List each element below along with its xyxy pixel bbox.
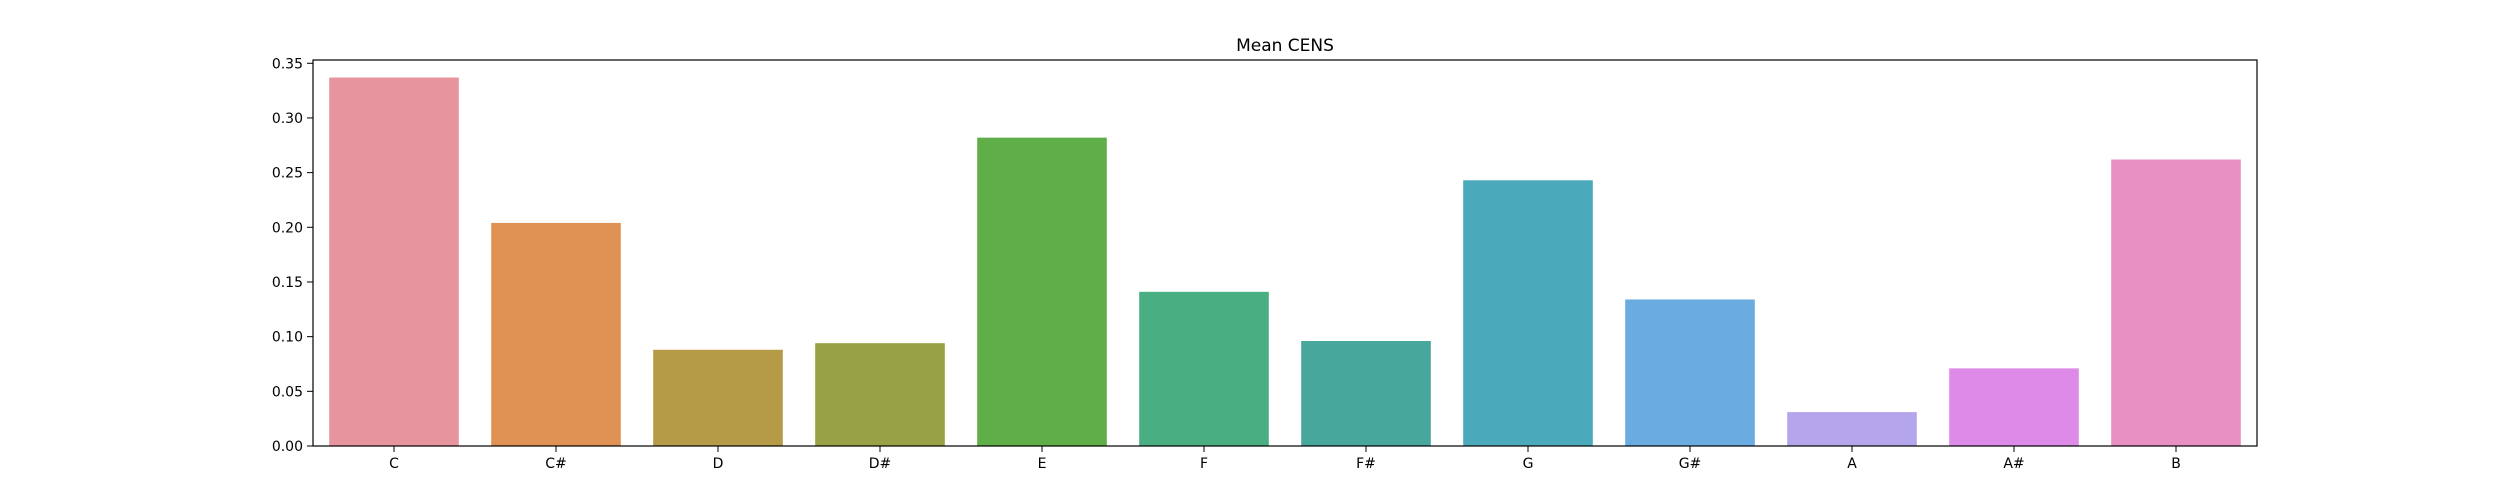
- x-tick-label: D#: [869, 456, 892, 472]
- x-tick-label: D: [713, 456, 724, 472]
- y-tick-label: 0.05: [272, 384, 303, 400]
- x-tick-label: B: [2171, 456, 2181, 472]
- x-tick-label: E: [1038, 456, 1047, 472]
- bar-b: [2111, 159, 2241, 446]
- x-tick-label: C: [389, 456, 399, 472]
- x-tick-label: A: [1847, 456, 1857, 472]
- x-axis: C C# D D# E F F# G G# A A# B: [389, 446, 2181, 472]
- y-tick-label: 0.30: [272, 111, 303, 127]
- bar-c-sharp: [491, 222, 621, 446]
- bar-c: [329, 77, 459, 446]
- x-tick-label: G: [1523, 456, 1534, 472]
- plot-frame: [312, 59, 2258, 447]
- x-tick-label: F: [1200, 456, 1208, 472]
- bar-a-sharp: [1949, 368, 2079, 446]
- x-tick-label: C#: [545, 456, 567, 472]
- x-tick-label: G#: [1679, 456, 1702, 472]
- y-tick-label: 0.10: [272, 330, 303, 346]
- bar-f: [1139, 291, 1269, 446]
- bar-f-sharp: [1301, 341, 1431, 446]
- bar-g: [1463, 180, 1593, 446]
- y-tick-label: 0.00: [272, 439, 303, 455]
- bars-layer: [329, 77, 2241, 446]
- bar-g-sharp: [1625, 299, 1755, 446]
- y-axis: 0.00 0.05 0.10 0.15 0.20 0.25 0.30 0.35: [272, 56, 313, 455]
- y-tick-label: 0.35: [272, 56, 303, 72]
- bar-d: [653, 349, 783, 446]
- y-tick-label: 0.15: [272, 275, 303, 291]
- bar-a: [1787, 412, 1917, 446]
- y-tick-label: 0.20: [272, 220, 303, 236]
- bar-e: [977, 137, 1107, 446]
- chart-title: Mean CENS: [1236, 36, 1334, 56]
- bar-d-sharp: [815, 343, 945, 446]
- x-tick-label: F#: [1356, 456, 1376, 472]
- x-tick-label: A#: [2003, 456, 2024, 472]
- y-tick-label: 0.25: [272, 166, 303, 182]
